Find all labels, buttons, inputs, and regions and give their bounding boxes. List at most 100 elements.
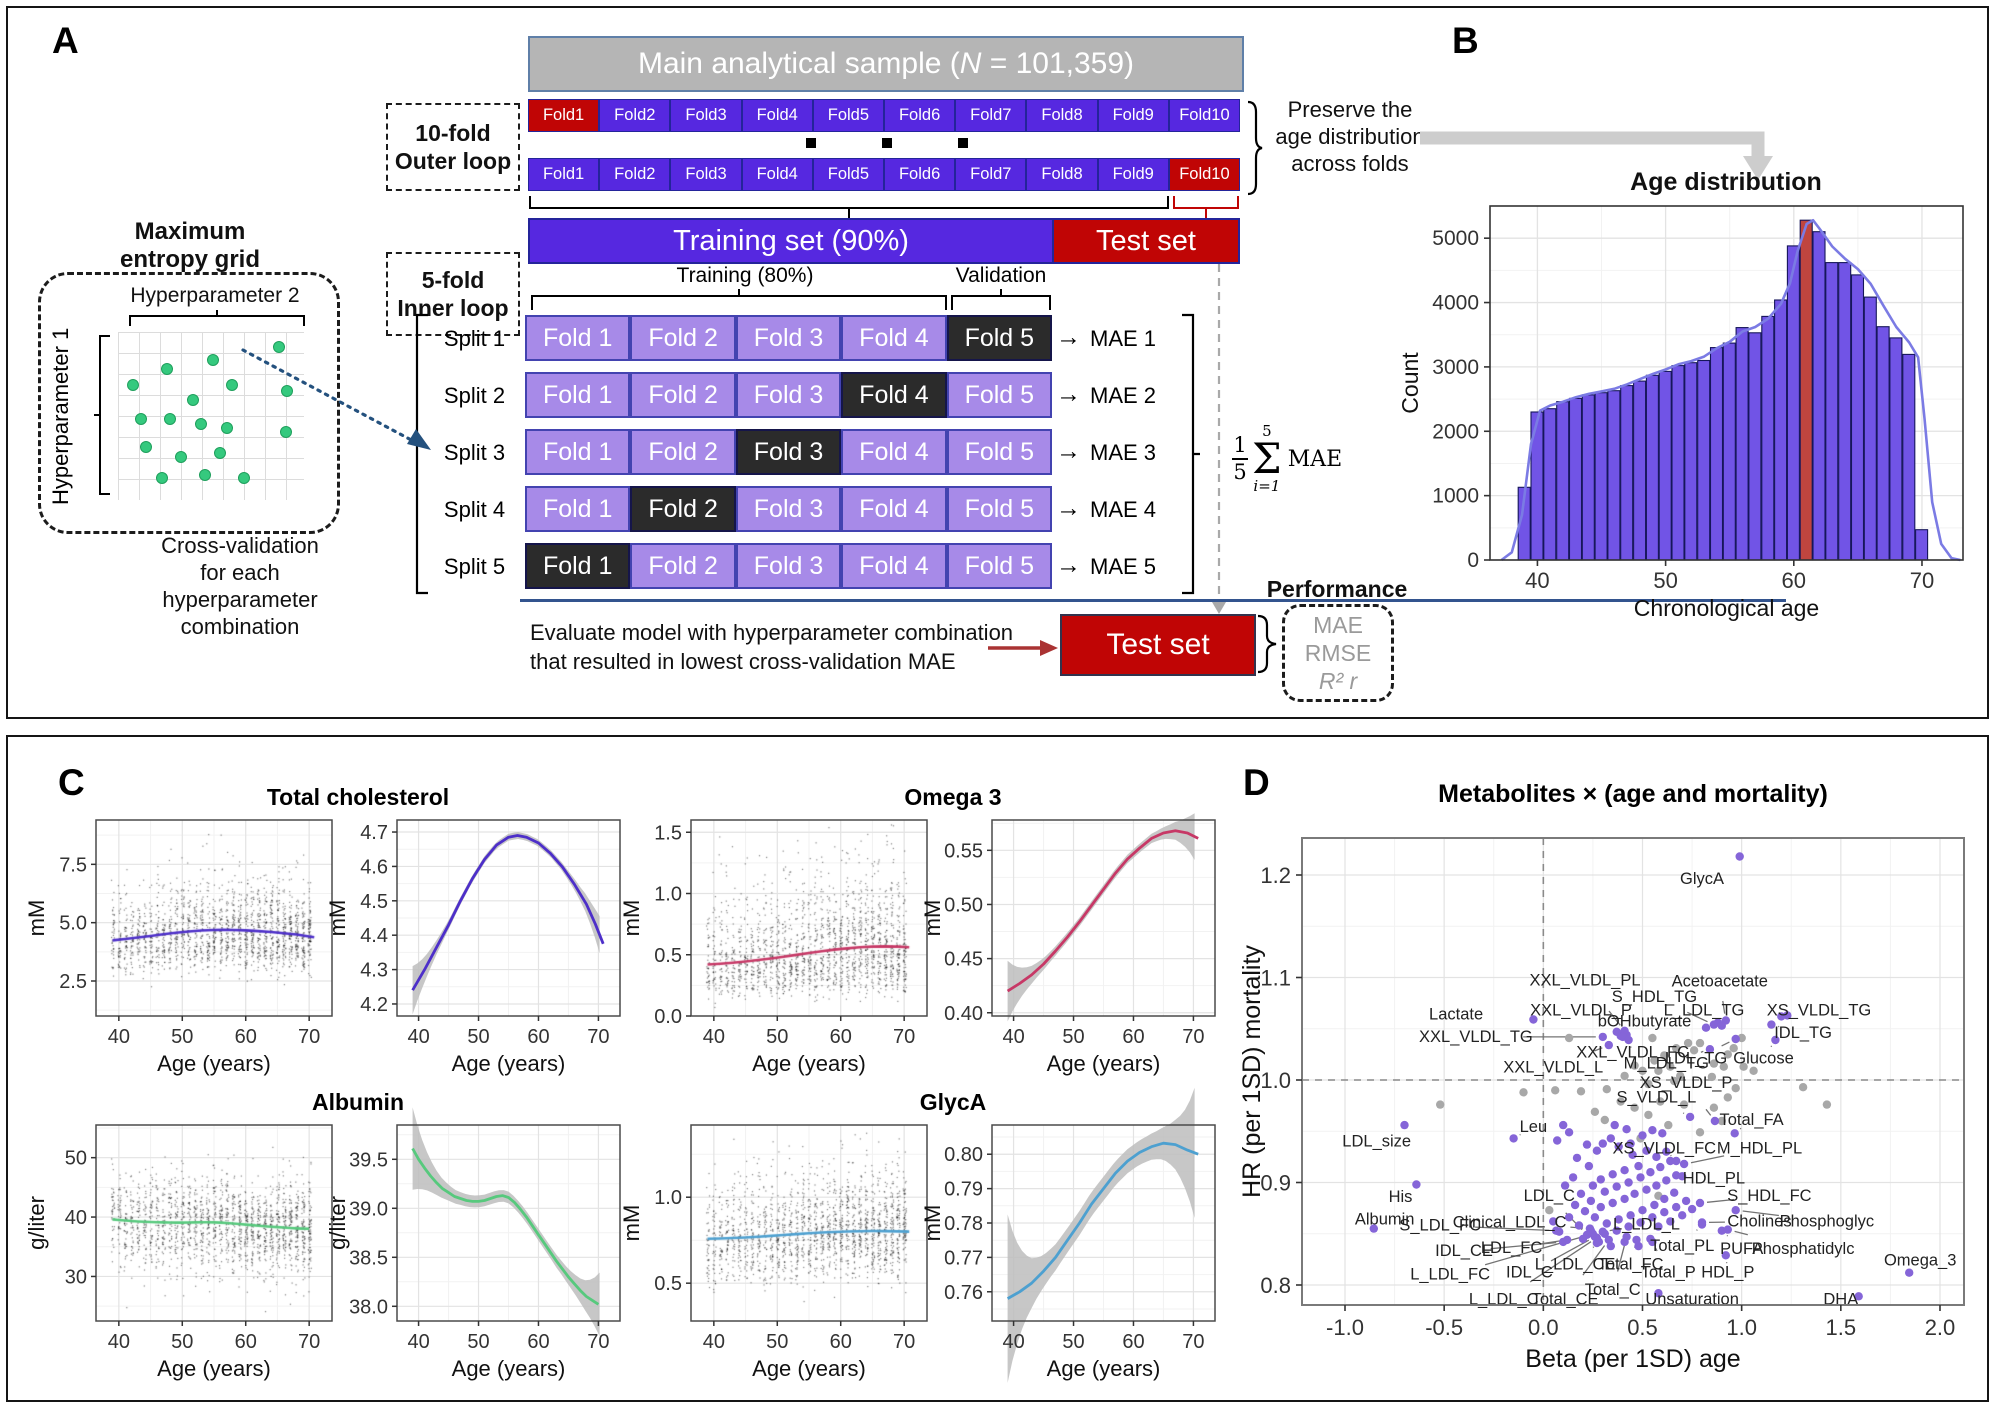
svg-text:S_HDL_TG: S_HDL_TG bbox=[1612, 988, 1697, 1006]
split-fold-cell: Fold 1 bbox=[525, 315, 631, 361]
svg-text:PUFA: PUFA bbox=[1720, 1240, 1763, 1258]
entropy-dot bbox=[238, 472, 251, 485]
svg-text:XS_VLDL_P: XS_VLDL_P bbox=[1640, 1074, 1733, 1092]
svg-text:L_LDL_TG: L_LDL_TG bbox=[1664, 1001, 1745, 1019]
training-test-bar: Training set (90%) Test set bbox=[528, 218, 1240, 264]
svg-text:IDL_TG: IDL_TG bbox=[1774, 1024, 1832, 1042]
svg-text:50: 50 bbox=[1062, 1331, 1084, 1353]
svg-text:Age (years): Age (years) bbox=[752, 1356, 866, 1381]
svg-text:39.5: 39.5 bbox=[349, 1149, 388, 1171]
svg-text:40: 40 bbox=[407, 1026, 429, 1048]
outer-fold-row-2: Fold1 Fold2 Fold3 Fold4 Fold5 Fold6 Fold7 Fold8… bbox=[528, 158, 1241, 191]
age-histogram-svg: 0 1000 2000 3000 4000 5000 40 50 60 70 Chronologic… bbox=[1397, 205, 1964, 621]
svg-text:-0.5: -0.5 bbox=[1425, 1315, 1463, 1340]
svg-text:Glucose: Glucose bbox=[1733, 1050, 1794, 1068]
entropy-grid bbox=[118, 332, 304, 500]
svg-text:70: 70 bbox=[1182, 1331, 1204, 1353]
mae-label: MAE 4 bbox=[1090, 497, 1157, 522]
entropy-dot bbox=[214, 447, 227, 460]
split-fold-cell: Fold 2 bbox=[630, 372, 736, 418]
svg-text:70: 70 bbox=[587, 1026, 609, 1048]
svg-text:7.5: 7.5 bbox=[59, 854, 87, 876]
svg-text:g/liter: g/liter bbox=[24, 1196, 49, 1250]
split-fold-cell: Fold 5 bbox=[946, 543, 1053, 589]
split-fold-cell: Fold 1 bbox=[525, 486, 631, 532]
panel-a-label: A bbox=[52, 20, 79, 61]
entropy-dot bbox=[226, 378, 239, 391]
split-fold-cell: Fold 1 bbox=[525, 429, 631, 475]
training80-brace bbox=[531, 289, 947, 310]
svg-text:0.50: 0.50 bbox=[944, 894, 983, 916]
svg-text:5.0: 5.0 bbox=[59, 913, 87, 935]
svg-text:Age (years): Age (years) bbox=[157, 1356, 271, 1381]
split-fold-cell: Fold 2 bbox=[630, 486, 736, 532]
svg-text:0.78: 0.78 bbox=[944, 1213, 983, 1235]
svg-text:LDL_TG: LDL_TG bbox=[1665, 1050, 1727, 1068]
split-fold-cell: Fold 3 bbox=[735, 429, 842, 475]
fold-underbrace bbox=[529, 196, 1239, 218]
entropy-title: Maximum entropy grid bbox=[119, 218, 260, 273]
svg-text:Total_FC: Total_FC bbox=[1598, 1256, 1664, 1274]
outer-loop-box: 10-fold Outer loop bbox=[386, 103, 520, 191]
split-fold-cell: Fold 4 bbox=[841, 315, 947, 361]
svg-text:0.0: 0.0 bbox=[654, 1006, 682, 1028]
svg-text:50: 50 bbox=[171, 1026, 193, 1048]
svg-text:Total_C: Total_C bbox=[1585, 1281, 1641, 1299]
svg-text:-1.0: -1.0 bbox=[1326, 1315, 1364, 1340]
split-row: Fold 1 Fold 2 Fold 3 Fold 4 Fold 5 bbox=[525, 429, 1053, 475]
svg-text:1.5: 1.5 bbox=[1826, 1315, 1857, 1340]
age-distribution-title: Age distribution bbox=[1630, 168, 1822, 196]
performance-label: Performance bbox=[1266, 576, 1408, 602]
split-arrow: → bbox=[1056, 551, 1081, 579]
split-fold-cell: Fold 4 bbox=[841, 486, 947, 532]
evaluate-arrow bbox=[988, 640, 1058, 656]
svg-text:40: 40 bbox=[108, 1026, 130, 1048]
svg-text:4.6: 4.6 bbox=[360, 856, 388, 878]
svg-text:L_LDL_CE: L_LDL_CE bbox=[1535, 1256, 1616, 1274]
svg-text:40: 40 bbox=[1525, 568, 1549, 593]
svg-text:L_LDL_L: L_LDL_L bbox=[1613, 1216, 1680, 1234]
age-histogram: 0 1000 2000 3000 4000 5000 40 50 60 70 Chronologic… bbox=[1397, 192, 1976, 627]
split-arrow: → bbox=[1056, 380, 1081, 408]
inner-loop-box: 5-fold Inner loop bbox=[386, 252, 520, 336]
preserve-brace bbox=[1247, 100, 1263, 196]
svg-text:0.9: 0.9 bbox=[1260, 1171, 1291, 1196]
fold-cell: Fold5 bbox=[812, 158, 885, 191]
svg-text:40: 40 bbox=[1002, 1026, 1024, 1048]
split-label: Split 2 bbox=[443, 383, 506, 408]
hyperparameter1-label: Hyperparameter 1 bbox=[48, 327, 73, 505]
svg-text:50: 50 bbox=[766, 1331, 788, 1353]
fold-ellipsis bbox=[806, 138, 976, 148]
tc-scatter-cloud bbox=[96, 820, 332, 1016]
svg-text:50: 50 bbox=[171, 1331, 193, 1353]
svg-text:70: 70 bbox=[1182, 1026, 1204, 1048]
split-fold-cell: Fold 2 bbox=[630, 429, 736, 475]
svg-text:XS_VLDL_TG: XS_VLDL_TG bbox=[1767, 1001, 1872, 1019]
svg-text:50: 50 bbox=[467, 1331, 489, 1353]
entropy-dot bbox=[135, 413, 148, 426]
svg-text:Omega_3: Omega_3 bbox=[1884, 1251, 1956, 1269]
mae-label: MAE 5 bbox=[1090, 554, 1157, 579]
split-row: Fold 1 Fold 2 Fold 3 Fold 4 Fold 5 bbox=[525, 543, 1053, 589]
svg-text:70: 70 bbox=[1910, 568, 1934, 593]
svg-text:0.77: 0.77 bbox=[944, 1247, 983, 1269]
svg-text:60: 60 bbox=[830, 1026, 852, 1048]
fold-cell: Fold2 bbox=[599, 158, 671, 191]
split-label: Split 5 bbox=[443, 554, 506, 579]
fold-cell: Fold9 bbox=[1097, 158, 1169, 191]
svg-text:38.0: 38.0 bbox=[349, 1296, 388, 1318]
split-fold-cell: Fold 5 bbox=[946, 372, 1053, 418]
metric-r2r: R² r bbox=[1318, 668, 1358, 694]
fold-cell: Fold6 bbox=[884, 158, 956, 191]
svg-text:XS_VLDL_FC: XS_VLDL_FC bbox=[1612, 1140, 1716, 1158]
svg-text:3000: 3000 bbox=[1432, 356, 1479, 379]
evaluate-text: Evaluate model with hyperparameter combi… bbox=[530, 620, 1014, 674]
panel-b-label: B bbox=[1452, 20, 1479, 61]
preserve-to-hist-arrow bbox=[1420, 131, 1773, 180]
fold-cell: Fold7 bbox=[955, 158, 1027, 191]
svg-text:Clinical_LDL_C: Clinical_LDL_C bbox=[1453, 1214, 1567, 1232]
performance-brace bbox=[1257, 614, 1277, 674]
svg-text:40: 40 bbox=[108, 1331, 130, 1353]
svg-text:60: 60 bbox=[1122, 1331, 1144, 1353]
